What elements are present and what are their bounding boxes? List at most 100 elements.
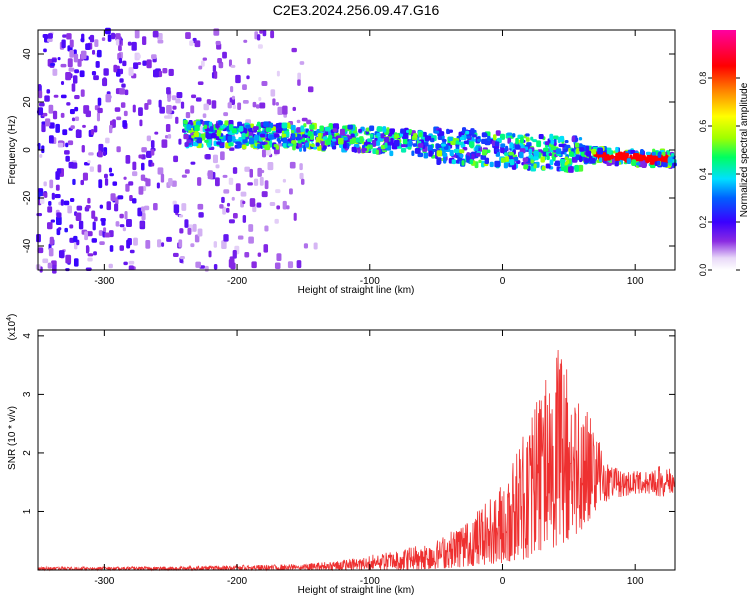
spectrogram-y-label: Frequency (Hz) — [7, 116, 18, 185]
spectrogram-cell — [231, 196, 235, 201]
spectrogram-cell — [275, 122, 280, 129]
spectrogram-cell — [259, 176, 264, 186]
spectrogram-cell — [209, 126, 214, 132]
spectrogram-cell — [38, 83, 42, 91]
spectrogram-cell — [299, 172, 304, 180]
spectrogram-cell — [66, 33, 72, 40]
spectrogram-cell — [173, 155, 179, 163]
spectrogram-cell — [287, 143, 293, 147]
spectrogram-cell — [103, 173, 108, 179]
spectrogram-cell — [512, 133, 516, 138]
spectrogram-cell — [495, 130, 501, 136]
spectrogram-cell — [137, 207, 143, 217]
spectrogram-cell — [142, 60, 147, 66]
colorbar-tick-label: 0.8 — [698, 72, 708, 85]
spectrogram-cell — [222, 51, 227, 59]
spectrogram-cell — [475, 152, 481, 157]
spectrogram-cell — [52, 110, 58, 120]
spectrogram-cell — [98, 143, 104, 153]
spectrogram-cell — [332, 128, 338, 132]
spectrogram-cell — [186, 139, 192, 143]
spectrogram-cell — [615, 146, 619, 153]
spectrogram-cell — [568, 166, 574, 173]
spectrogram-cell — [274, 218, 279, 224]
spectrogram-cell — [57, 227, 62, 231]
spectrogram-cell — [203, 103, 209, 111]
spectrogram-cell — [158, 70, 163, 78]
spectrogram-cell — [282, 137, 288, 144]
spectrogram-cell — [109, 124, 113, 134]
spectrogram-cell — [514, 156, 519, 162]
y-tick-label: -20 — [22, 190, 33, 205]
x-tick-label: 0 — [500, 276, 506, 287]
spectrogram-x-ticks: -300 -200 -100 0 100 — [94, 30, 644, 287]
spectrogram-cell — [564, 140, 569, 144]
spectrogram-cell — [533, 155, 539, 161]
spectrogram-cell — [222, 174, 228, 178]
spectrogram-cell — [240, 191, 247, 197]
spectrogram-cell — [202, 113, 207, 119]
spectrogram-cell — [65, 71, 72, 81]
spectrogram-cell — [269, 122, 274, 129]
spectrogram-cell — [342, 141, 347, 149]
spectrogram-cell — [275, 189, 281, 194]
spectrogram-cell — [131, 41, 137, 51]
spectrogram-cell — [235, 183, 241, 192]
spectrogram-cell — [355, 137, 360, 143]
spectrogram-cell — [97, 164, 102, 173]
spectrogram-cell — [194, 124, 200, 132]
spectrogram-cell — [92, 221, 96, 231]
spectrogram-cell — [191, 94, 197, 99]
spectrogram-cell — [478, 159, 482, 164]
spectrogram-cell — [500, 146, 505, 154]
spectrogram-cell — [39, 153, 43, 158]
spectrogram-cell — [166, 105, 172, 114]
spectrogram-cell — [220, 151, 225, 161]
spectrogram-cell — [192, 223, 197, 232]
spectrogram-cell — [115, 197, 119, 205]
spectrogram-cell — [44, 95, 50, 102]
spectrogram-cell — [293, 212, 297, 221]
spectrogram-cell — [60, 112, 65, 118]
spectrogram-cell — [184, 169, 190, 174]
spectrogram-cell — [141, 206, 145, 212]
spectrogram-cell — [221, 196, 225, 204]
spectrogram-cell — [269, 201, 276, 206]
spectrogram-cell — [197, 81, 204, 85]
spectrogram-cell — [389, 129, 395, 135]
spectrogram-cell — [305, 142, 310, 148]
spectrogram-cell — [215, 164, 220, 169]
spectrogram-cell — [172, 105, 177, 110]
spectrogram-cell — [460, 153, 464, 158]
spectrogram-cell — [205, 127, 212, 132]
spectrogram-cell — [307, 86, 314, 93]
spectrogram-cell — [250, 123, 255, 128]
spectrogram-cell — [157, 167, 164, 175]
spectrogram-cell — [558, 143, 565, 148]
spectrogram-cell — [193, 132, 200, 138]
spectrogram-cell — [296, 119, 301, 124]
spectrogram-x-label: Height of straight line (km) — [298, 285, 415, 296]
spectrogram-cell — [489, 161, 494, 168]
spectrogram-cell — [204, 120, 211, 126]
snr-y-label: SNR (10 * v/v) — [7, 406, 18, 470]
spectrogram-cell — [277, 106, 283, 116]
spectrogram-cell — [168, 178, 173, 186]
spectrogram-cell — [168, 68, 174, 76]
spectrogram-cell — [172, 200, 177, 206]
spectrogram-cell — [222, 206, 226, 215]
spectrogram-cell — [91, 49, 96, 55]
spectrogram-cell — [223, 234, 229, 242]
spectrogram-cell — [261, 141, 266, 146]
spectrogram-cell — [241, 132, 246, 140]
spectrogram-cell — [202, 57, 207, 61]
spectrogram-cell — [110, 193, 116, 202]
spectrogram-cell — [65, 254, 72, 264]
spectrogram-cell — [191, 135, 195, 139]
spectrogram-cell — [48, 104, 54, 114]
spectrogram-cell — [47, 33, 53, 39]
spectrogram-cell — [198, 212, 204, 218]
spectrogram-cell — [273, 133, 280, 138]
spectrogram-cell — [597, 147, 604, 155]
spectrogram-cell — [132, 198, 137, 204]
